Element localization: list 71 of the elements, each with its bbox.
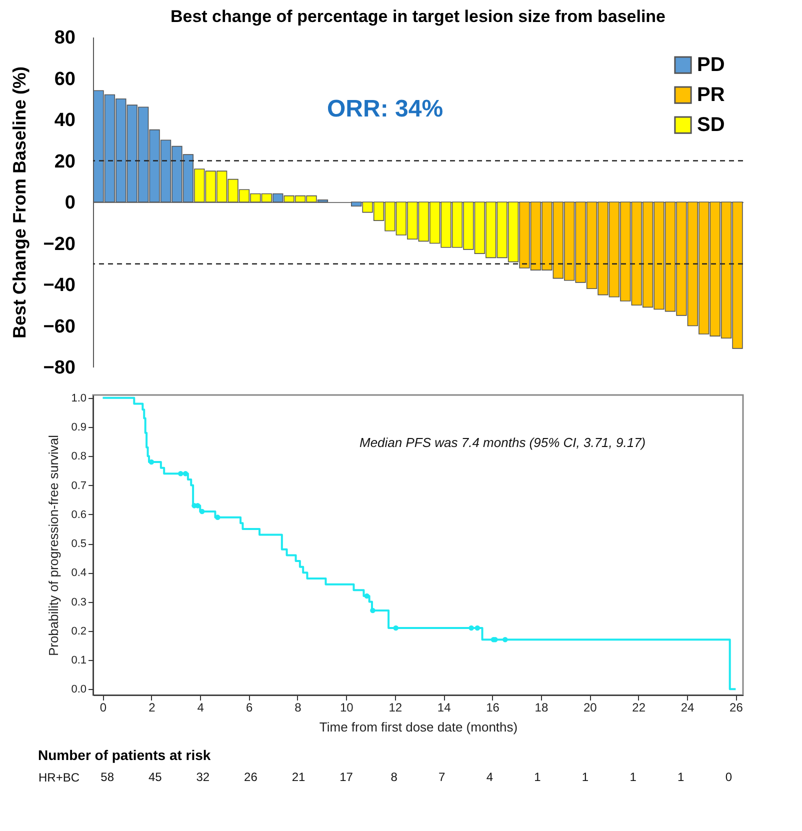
y-tick-label: 0 — [64, 192, 76, 214]
x-tick-label: 18 — [534, 700, 548, 714]
annotation: ORR: 34% — [327, 96, 444, 123]
y-tick-label: 0.7 — [71, 480, 86, 492]
data-label: 0 — [725, 770, 732, 784]
y-tick-label: 0.2 — [71, 625, 86, 638]
x-tick-label: 8 — [294, 700, 302, 714]
data-label: 1 — [630, 770, 637, 784]
x-tick-label: 22 — [632, 700, 646, 714]
y-tick-label: 20 — [54, 151, 76, 172]
legend-label: PD — [697, 54, 725, 76]
data-label: 1 — [678, 770, 685, 784]
y-tick-label: 0.0 — [71, 684, 86, 696]
y-tick-label: 0.1 — [71, 654, 86, 667]
data-label: 45 — [148, 770, 162, 784]
point — [148, 459, 154, 465]
x-tick-label: 14 — [437, 700, 452, 714]
chart-title: Best change of percentage in target lesion size from baseline — [170, 7, 666, 26]
data-label: 17 — [340, 770, 354, 784]
point — [364, 593, 370, 599]
y-tick-label: 80 — [54, 28, 76, 48]
data-label: 32 — [196, 770, 210, 784]
y-tick-label: 60 — [54, 68, 76, 90]
x-tick-label: 2 — [148, 700, 156, 714]
y-tick-label: 0.8 — [71, 450, 86, 463]
data-label: 1 — [582, 770, 589, 784]
x-tick-label: 20 — [583, 700, 598, 714]
text: HR+BC — [38, 770, 80, 784]
point — [370, 608, 376, 614]
y-tick-label: 0.9 — [71, 422, 86, 434]
y-tick-label: 1.0 — [71, 392, 86, 404]
y-tick-label: −40 — [43, 275, 76, 296]
point — [502, 637, 508, 642]
x-tick-label: 4 — [197, 700, 204, 714]
point — [468, 625, 474, 631]
data-label: 58 — [100, 770, 114, 784]
data-label: 1 — [534, 770, 542, 784]
y-axis-title: Probability of progression-free survival — [46, 434, 62, 656]
text: Number of patients at risk — [38, 747, 211, 763]
x-tick-label: 16 — [486, 700, 500, 714]
point — [474, 625, 480, 631]
point — [178, 471, 184, 476]
legend-label: PR — [697, 84, 726, 106]
annotation: Median PFS was 7.4 months (95% CI, 3.71, 9.17) — [360, 435, 646, 450]
y-tick-label: −60 — [43, 316, 76, 338]
data-label: 21 — [292, 770, 306, 784]
x-axis-title: Time from first dose date (months) — [319, 720, 518, 734]
point — [393, 625, 398, 631]
point — [199, 508, 205, 514]
data-label: 7 — [438, 770, 446, 784]
point — [182, 471, 188, 476]
x-tick-label: 6 — [246, 700, 253, 714]
x-tick-label: 24 — [680, 700, 694, 714]
x-tick-label: 0 — [100, 700, 107, 714]
point — [195, 503, 200, 508]
y-tick-label: 0.3 — [71, 596, 86, 608]
y-tick-label: 0.4 — [71, 567, 86, 580]
point — [215, 514, 220, 520]
x-tick-label: 10 — [340, 700, 354, 714]
data-label: 8 — [390, 770, 398, 784]
y-axis-title: Best Change From Baseline (%) — [9, 66, 30, 339]
data-label: 4 — [486, 770, 494, 784]
x-tick-label: 26 — [730, 700, 744, 714]
x-tick-label: 12 — [388, 700, 402, 714]
y-tick-label: 0.5 — [71, 538, 86, 550]
legend-label: SD — [697, 114, 725, 136]
data-label: 26 — [244, 770, 258, 784]
y-tick-label: 40 — [54, 110, 76, 131]
y-tick-label: −80 — [43, 358, 76, 378]
y-tick-label: −20 — [43, 234, 76, 255]
y-tick-label: 0.6 — [71, 508, 86, 521]
